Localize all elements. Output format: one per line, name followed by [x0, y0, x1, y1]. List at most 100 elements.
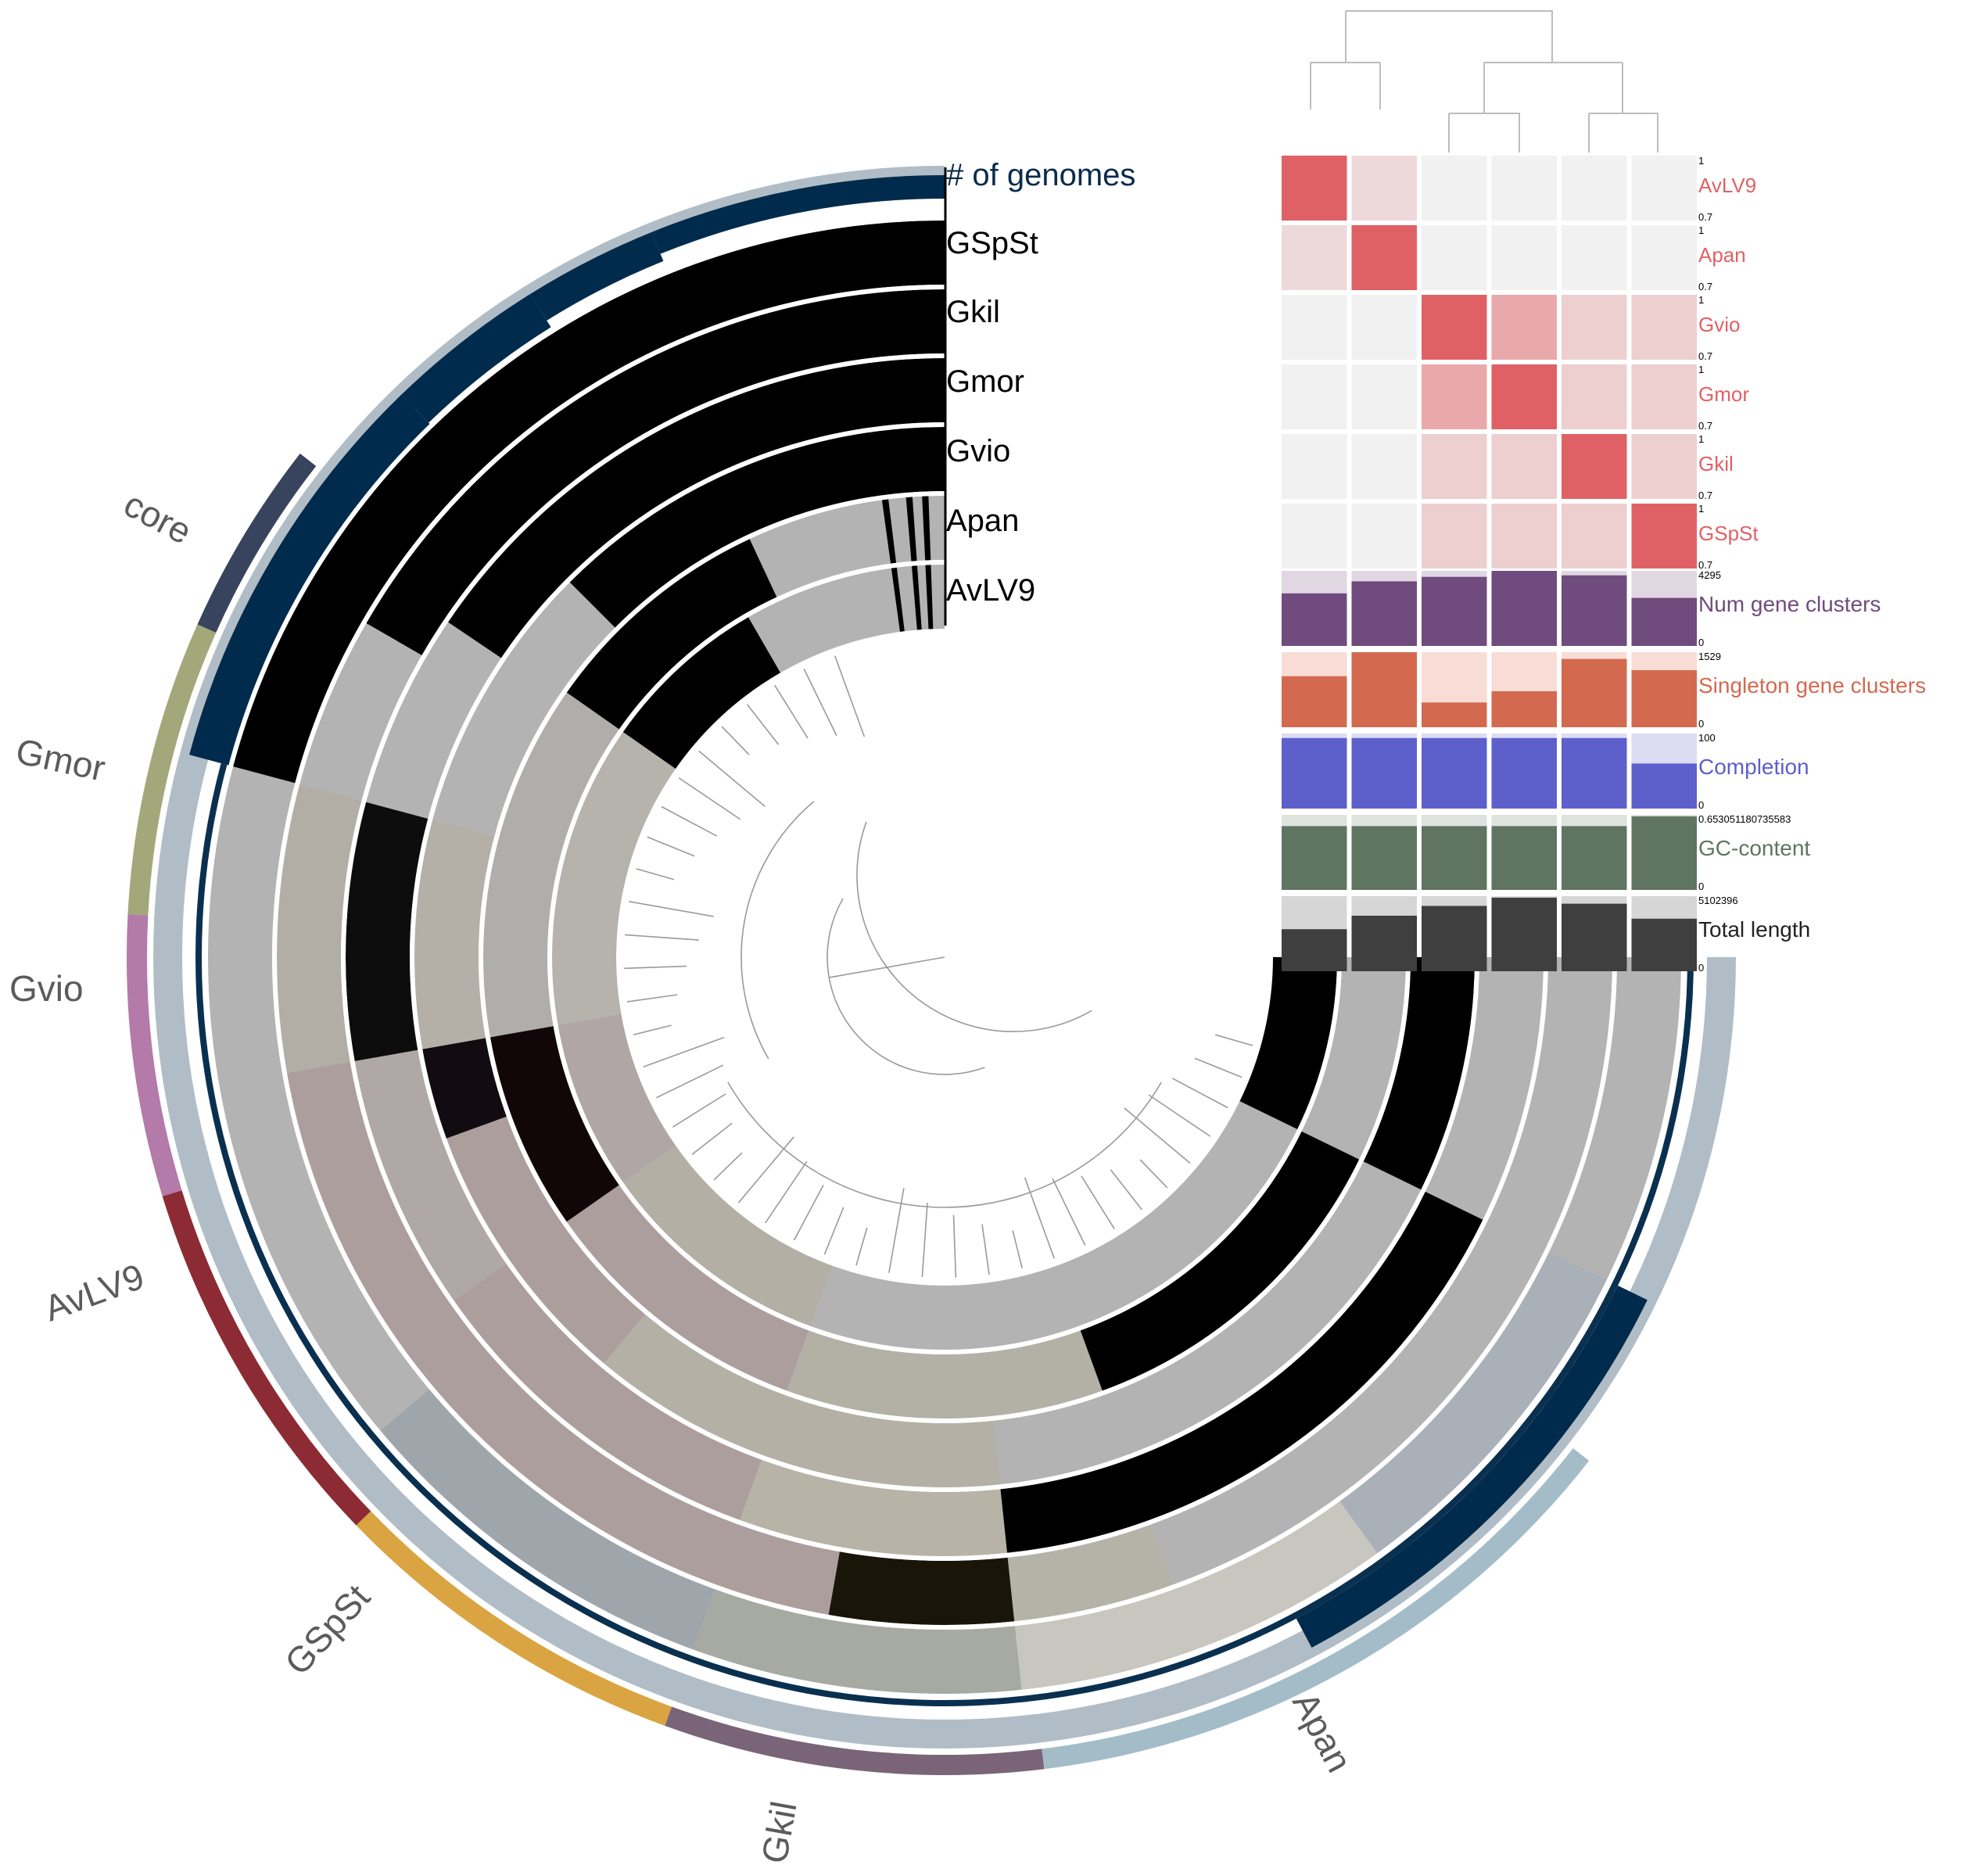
- bar-value: [1422, 826, 1487, 890]
- tree-branch: [952, 1214, 957, 1278]
- heatmap-min: 0.7: [1698, 559, 1712, 571]
- bar-value: [1282, 737, 1347, 809]
- genome-dendrogram: [1310, 10, 1658, 152]
- bar-value: [1282, 826, 1347, 890]
- tree-root: [829, 956, 945, 978]
- tree-branch: [765, 1160, 808, 1224]
- heatmap-row-label: Gmor: [1698, 382, 1749, 406]
- bar-value: [1562, 737, 1627, 809]
- ring-segment: [472, 1383, 840, 1616]
- ring-spike: [863, 362, 880, 428]
- ring-separator: [203, 216, 1686, 1698]
- ring-gspst: [207, 221, 1681, 1694]
- tree-branch: [774, 684, 809, 739]
- tree-branch: [624, 965, 687, 970]
- bar-value: [1282, 929, 1347, 971]
- bar-label: Singleton gene clusters: [1698, 673, 1926, 698]
- bar-value: [1351, 915, 1417, 971]
- heatmap-cell: [1282, 295, 1347, 360]
- heatmap-max: 1: [1698, 224, 1704, 236]
- bar-min: 0: [1698, 799, 1704, 811]
- heatmap-row-label: Apan: [1698, 243, 1746, 267]
- bar-value: [1562, 658, 1627, 727]
- bin-label-core: core: [117, 483, 198, 552]
- ring-segment: [569, 427, 945, 628]
- tree-branch: [629, 901, 714, 917]
- tree-branch: [1148, 1094, 1211, 1137]
- tree-branch: [803, 669, 837, 737]
- bin-arc-gkil: [665, 1706, 1045, 1775]
- tree-branch: [698, 750, 766, 807]
- bin-label-gkil: Gkil: [754, 1799, 805, 1867]
- ring-spike: [908, 221, 921, 286]
- tree-branch: [921, 1203, 928, 1278]
- ring-segment: [286, 1062, 518, 1429]
- heatmap-cell: [1422, 295, 1487, 360]
- ring-segment: [828, 1551, 1015, 1625]
- dendro-branch: [1483, 62, 1623, 113]
- heatmap-min: 0.7: [1698, 350, 1712, 362]
- ring-gkil: [277, 289, 1612, 1625]
- heatmap-min: 0.7: [1698, 211, 1712, 223]
- heatmap-cell: [1491, 156, 1557, 221]
- heatmap-cell: [1562, 225, 1627, 290]
- ring-segment: [366, 289, 945, 655]
- tree-branch: [823, 1207, 844, 1255]
- bar-value: [1491, 826, 1557, 890]
- ring-separator: [272, 285, 1617, 1630]
- ring-spike: [918, 427, 929, 492]
- tree-branch: [678, 777, 741, 820]
- bar-min: 0: [1698, 637, 1704, 648]
- heatmap-cell: [1562, 434, 1627, 499]
- bin-arcs: [127, 454, 1590, 1775]
- heatmap-cell: [1631, 364, 1697, 429]
- heatmap-cell: [1562, 364, 1627, 429]
- ring-separator: [547, 560, 1342, 1354]
- ring-segment: [1548, 957, 1681, 1280]
- ring-segment: [1486, 957, 1612, 1250]
- heatmap-cell: [1351, 434, 1417, 499]
- ring-segment: [1014, 1501, 1378, 1690]
- heatmap-row-label: GSpSt: [1698, 522, 1759, 545]
- ring-num-genomes-bar: [530, 231, 664, 321]
- layer-label-apan: Apan: [946, 504, 1019, 538]
- layer-label-gvio: Gvio: [946, 434, 1010, 468]
- ring-segment: [1363, 957, 1475, 1190]
- heatmap-cell: [1562, 504, 1627, 569]
- bin-arc-avlv9: [162, 1190, 371, 1526]
- tree-branch: [1139, 1159, 1168, 1189]
- bar-max: 1529: [1698, 651, 1721, 662]
- tree-branch: [855, 1227, 868, 1266]
- bar-max: 5102396: [1698, 895, 1738, 906]
- ring-segment: [749, 496, 945, 597]
- tree-branch: [643, 1036, 725, 1067]
- layer-label-gkil: Gkil: [946, 295, 1000, 329]
- ring-segment: [346, 802, 429, 1062]
- layer-labels: # of genomes GSpSt Gkil Gmor Gvio Apan A…: [944, 158, 1135, 626]
- tree-branch: [981, 1224, 990, 1275]
- ring-spike: [891, 567, 905, 632]
- heatmap-cell: [1351, 504, 1417, 569]
- dendro-branch: [1448, 113, 1520, 152]
- heatmap-cell: [1422, 504, 1487, 569]
- ring-spike: [925, 565, 934, 630]
- heatmap-cell: [1491, 434, 1557, 499]
- bin-label-apan: Apan: [1285, 1685, 1360, 1778]
- dendro-branch: [1310, 62, 1381, 109]
- dendro-branch: [1588, 113, 1658, 152]
- ring-segment: [1080, 1131, 1360, 1391]
- heatmap-cell: [1491, 504, 1557, 569]
- ring-separator: [341, 353, 1548, 1561]
- bar-value: [1351, 581, 1417, 646]
- ring-segment: [432, 582, 615, 837]
- heatmap-cell: [1422, 156, 1487, 221]
- heatmap-cell: [1282, 156, 1347, 221]
- heatmap-cell: [1282, 364, 1347, 429]
- bar-label: Num gene clusters: [1698, 592, 1881, 616]
- bar-label: GC-content: [1698, 836, 1810, 860]
- tree-branch: [793, 1184, 824, 1241]
- ring-spike: [912, 289, 924, 354]
- heatmap-max: 1: [1698, 503, 1704, 515]
- ring-spike: [883, 222, 898, 288]
